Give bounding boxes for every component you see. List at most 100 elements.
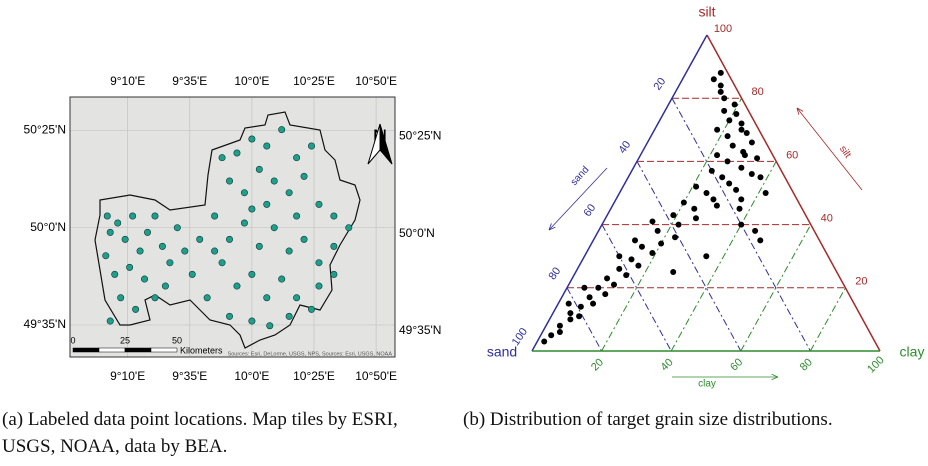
data-point (256, 166, 262, 172)
x-tick-label: 9°35'E (172, 369, 207, 383)
data-point (576, 313, 582, 319)
data-point (604, 275, 610, 281)
data-point (204, 295, 210, 301)
data-point (721, 108, 727, 114)
grid-line (637, 161, 741, 351)
data-point (714, 203, 720, 209)
vertex-label: sand (487, 344, 517, 360)
data-point (308, 143, 314, 149)
axis-title: clay (698, 379, 716, 390)
data-point (724, 158, 730, 164)
tick-label: 20 (651, 76, 668, 93)
data-point (286, 248, 292, 254)
data-point (316, 283, 322, 289)
data-point (331, 213, 337, 219)
tick-label: 60 (728, 356, 745, 373)
data-point (567, 310, 573, 316)
data-point (595, 285, 601, 291)
data-point (159, 243, 165, 249)
data-point (710, 196, 716, 202)
scale-segment (151, 348, 177, 352)
data-point (732, 102, 738, 108)
data-point (557, 329, 563, 335)
data-point (249, 206, 255, 212)
tick-label: 60 (786, 149, 798, 161)
arrow (797, 108, 862, 190)
figure: 9°10'E9°10'E9°35'E9°35'E10°0'E10°0'E10°2… (0, 0, 928, 400)
data-point (602, 291, 608, 297)
data-point (152, 213, 158, 219)
data-point (301, 173, 307, 179)
tick-label: 40 (821, 213, 833, 225)
scale-label: 0 (70, 335, 75, 345)
data-point (211, 248, 217, 254)
data-point (658, 241, 664, 247)
data-point (752, 228, 758, 234)
tick-label: 20 (855, 276, 867, 288)
data-point (162, 283, 168, 289)
triangle-edge (532, 35, 707, 351)
x-tick-label: 10°50'E (355, 369, 397, 383)
data-point (112, 271, 118, 277)
caption: (b) Distribution of target grain size di… (463, 406, 925, 433)
data-point (226, 236, 232, 242)
data-point (718, 70, 724, 76)
data-point (122, 236, 128, 242)
tick-label: 80 (546, 265, 563, 282)
data-point (234, 150, 240, 156)
data-point (587, 294, 593, 300)
data-point (234, 283, 240, 289)
data-point (649, 250, 655, 256)
data-point (739, 120, 745, 126)
data-point (286, 313, 292, 319)
data-point (249, 136, 255, 142)
x-tick-label: 9°35'E (172, 74, 207, 88)
data-point (152, 295, 158, 301)
scale-label: 25 (120, 335, 130, 345)
data-point (293, 295, 299, 301)
data-point (693, 215, 699, 221)
data-point (107, 318, 113, 324)
data-point (144, 229, 150, 235)
data-point (711, 76, 717, 82)
data-point (719, 174, 725, 180)
data-point (126, 264, 132, 270)
x-tick-label: 10°0'E (234, 74, 269, 88)
data-point (693, 184, 699, 190)
data-point (628, 256, 634, 262)
scale-unit: Kilometers (180, 345, 223, 355)
data-point (742, 152, 748, 158)
data-point (226, 178, 232, 184)
data-point (739, 127, 745, 133)
x-tick-label: 9°10'E (110, 369, 145, 383)
tick-label: 40 (616, 139, 633, 156)
data-point (557, 323, 563, 329)
data-point (264, 201, 270, 207)
y-tick-label: 50°25'N (399, 129, 441, 143)
x-tick-label: 9°10'E (110, 74, 145, 88)
grid-line (671, 161, 776, 351)
data-point (703, 253, 709, 259)
data-point (241, 189, 247, 195)
data-point (738, 165, 744, 171)
data-point (189, 271, 195, 277)
data-point (211, 213, 217, 219)
data-point (346, 225, 352, 231)
data-point (278, 126, 284, 132)
data-point (271, 225, 277, 231)
data-point (726, 117, 732, 123)
tick-label: 100 (865, 354, 886, 375)
data-point (541, 339, 547, 345)
data-point (174, 225, 180, 231)
data-point (278, 276, 284, 282)
data-point (681, 199, 687, 205)
data-point (256, 243, 262, 249)
data-point (718, 83, 724, 89)
axis-title: silt (837, 144, 853, 161)
data-point (616, 266, 622, 272)
data-point (704, 190, 710, 196)
data-point (709, 168, 715, 174)
scale-segment (99, 348, 125, 352)
data-point (286, 189, 292, 195)
data-point (725, 133, 731, 139)
